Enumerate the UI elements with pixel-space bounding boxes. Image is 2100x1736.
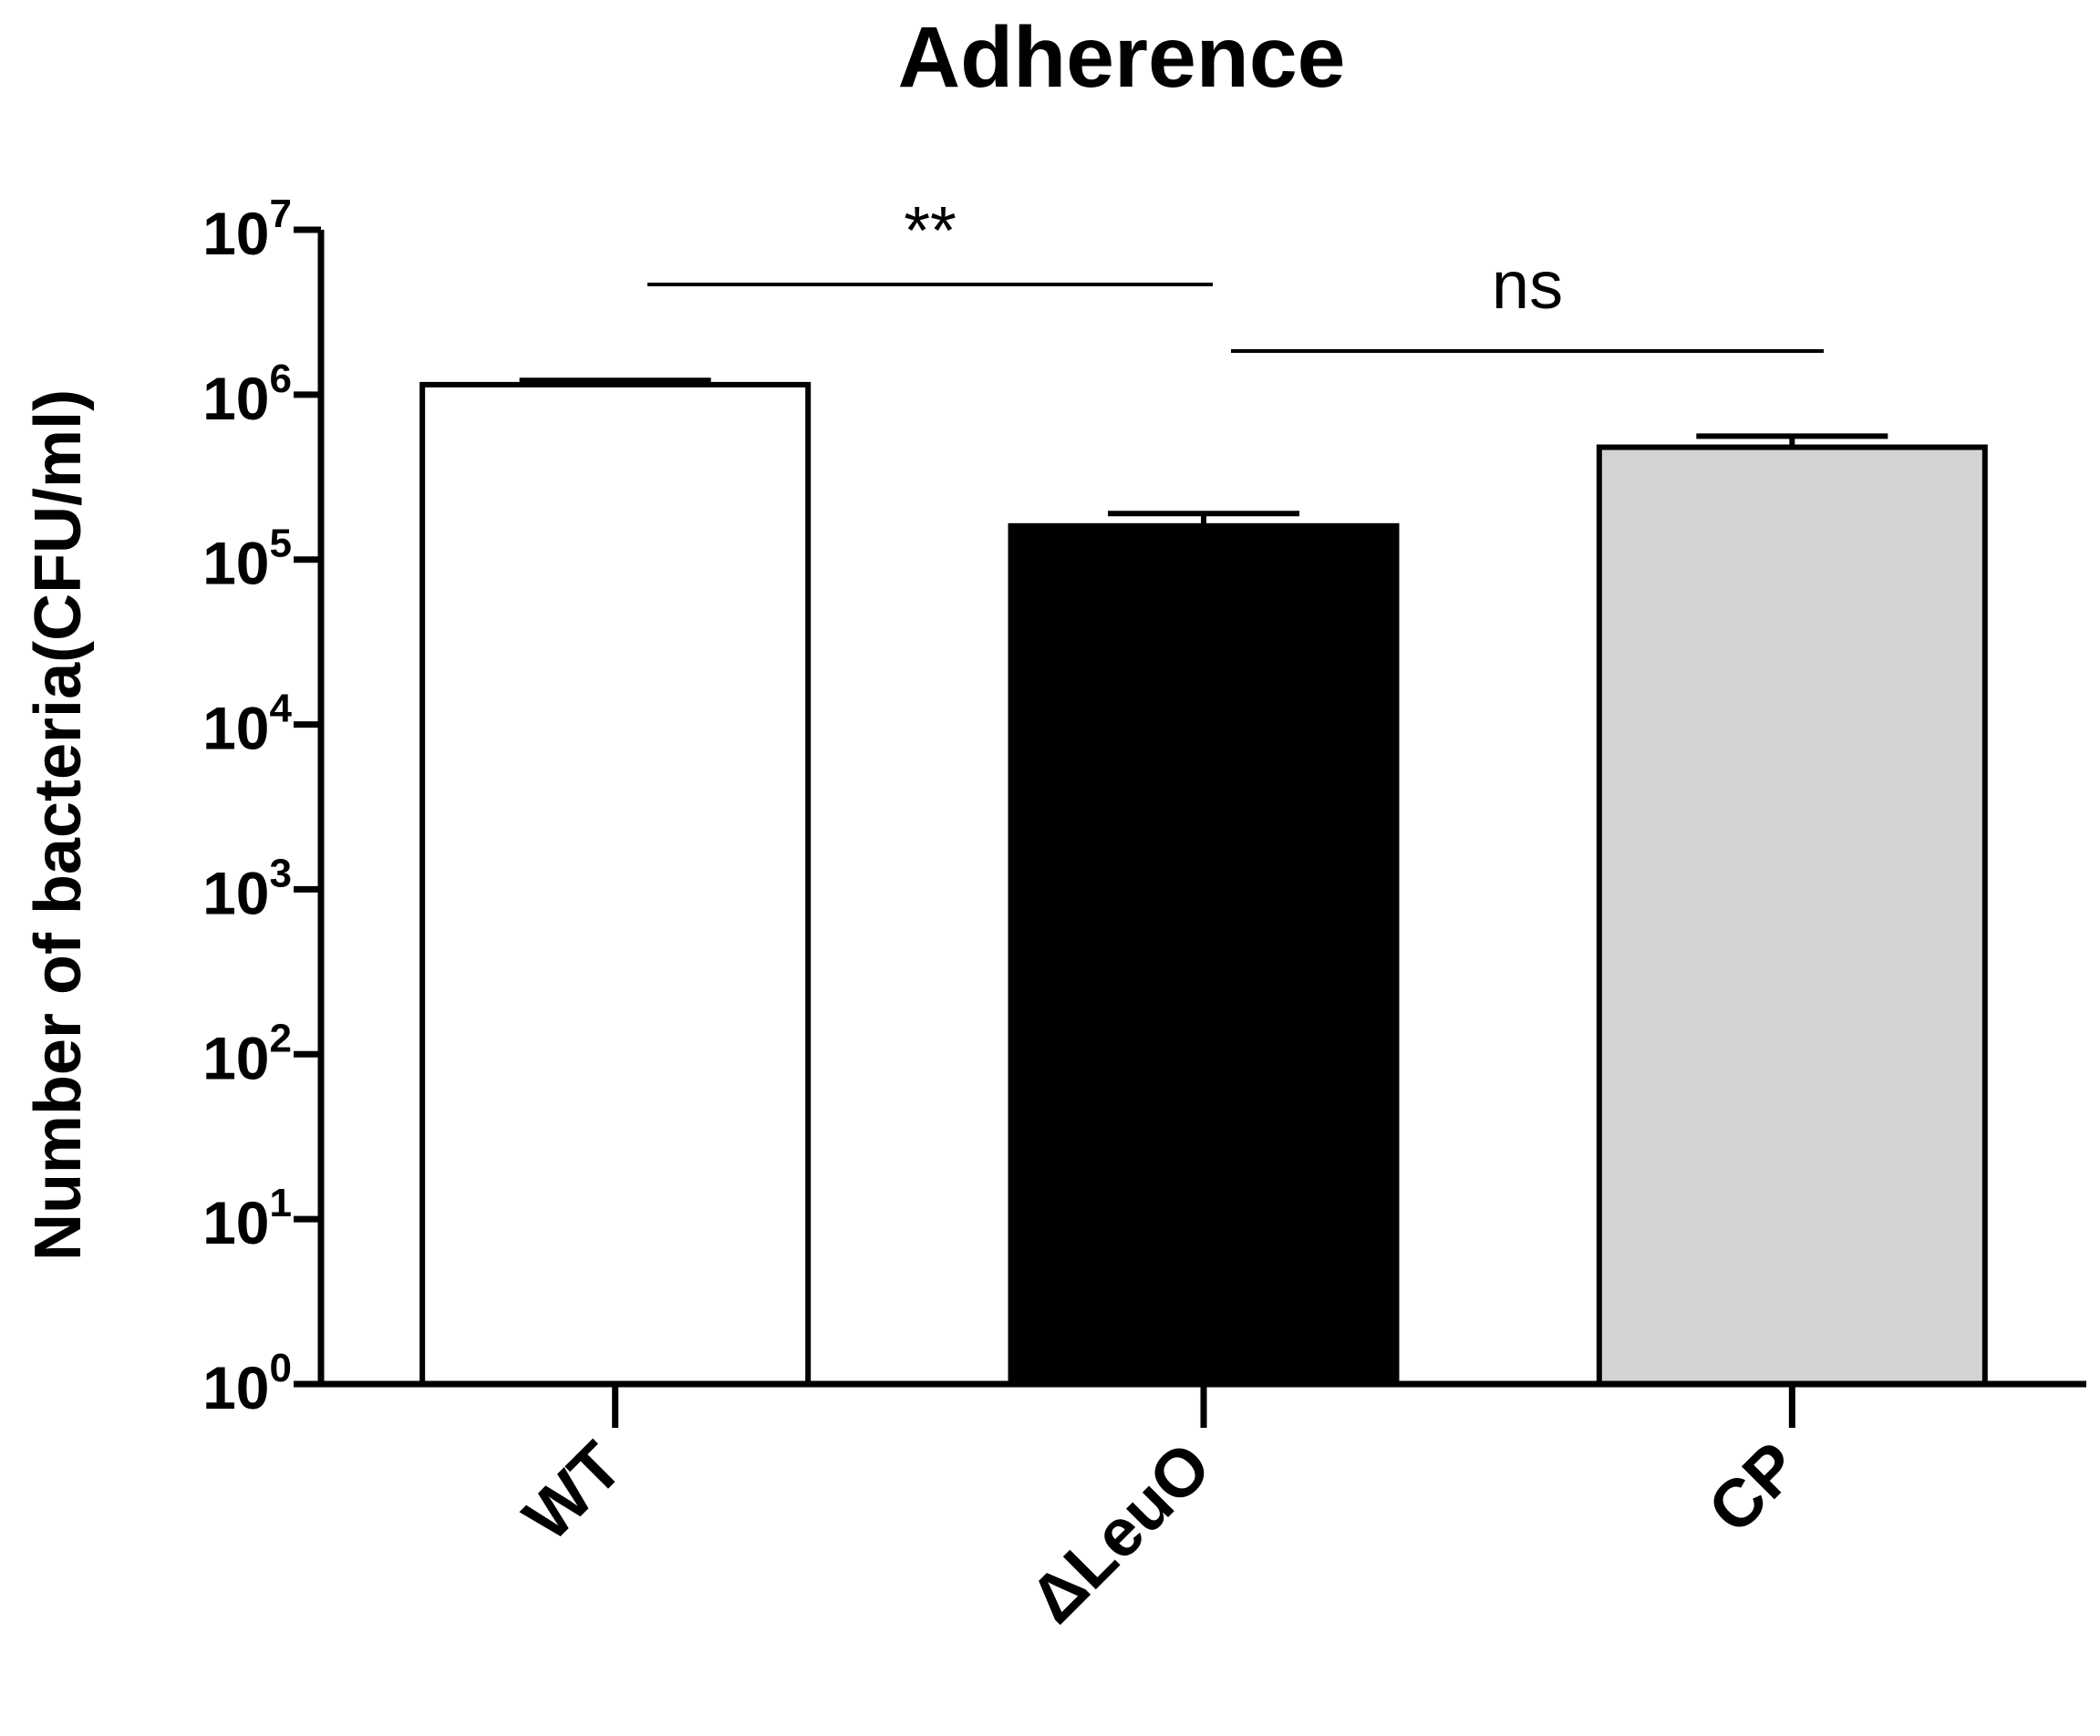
chart-title: Adherence [897, 9, 1345, 106]
significance-label-0: ** [904, 192, 957, 268]
y-tick-base-6: 10 [202, 365, 269, 432]
y-tick-exponent-7: 7 [270, 191, 292, 236]
y-tick-label-7: 107 [202, 191, 292, 267]
y-tick-label-3: 103 [202, 851, 292, 926]
y-tick-base-4: 10 [202, 695, 269, 762]
bar-2 [1596, 444, 1988, 1387]
y-tick-base-1: 10 [202, 1189, 269, 1256]
y-tick-exponent-5: 5 [270, 522, 292, 566]
y-tick-exponent-4: 4 [270, 687, 293, 731]
y-tick-base-3: 10 [202, 859, 269, 926]
y-tick-base-5: 10 [202, 530, 269, 597]
y-tick-exponent-0: 0 [270, 1346, 292, 1390]
y-tick-label-1: 101 [202, 1181, 292, 1256]
y-tick-label-0: 100 [202, 1346, 292, 1421]
y-tick-label-6: 106 [202, 356, 292, 432]
y-tick-base-7: 10 [202, 200, 269, 267]
bar-0 [419, 381, 812, 1387]
y-tick-base-2: 10 [202, 1024, 269, 1091]
y-tick-exponent-3: 3 [270, 851, 292, 895]
y-tick-label-4: 104 [202, 687, 292, 762]
bar-1 [1008, 522, 1400, 1387]
x-tick-label-0: WT [509, 1428, 636, 1555]
x-tick-label-2: CP [1693, 1428, 1813, 1547]
y-tick-label-2: 102 [202, 1016, 292, 1091]
y-axis-label: Number of bacteria(CFU/ml) [22, 389, 95, 1261]
y-tick-base-0: 10 [202, 1354, 269, 1421]
y-tick-exponent-2: 2 [270, 1016, 292, 1060]
y-tick-exponent-1: 1 [270, 1181, 292, 1225]
significance-label-1: ns [1492, 247, 1563, 323]
y-tick-label-5: 105 [202, 522, 292, 597]
x-tick-label-1: ΔLeuO [1015, 1428, 1225, 1638]
y-tick-exponent-6: 6 [270, 356, 292, 401]
